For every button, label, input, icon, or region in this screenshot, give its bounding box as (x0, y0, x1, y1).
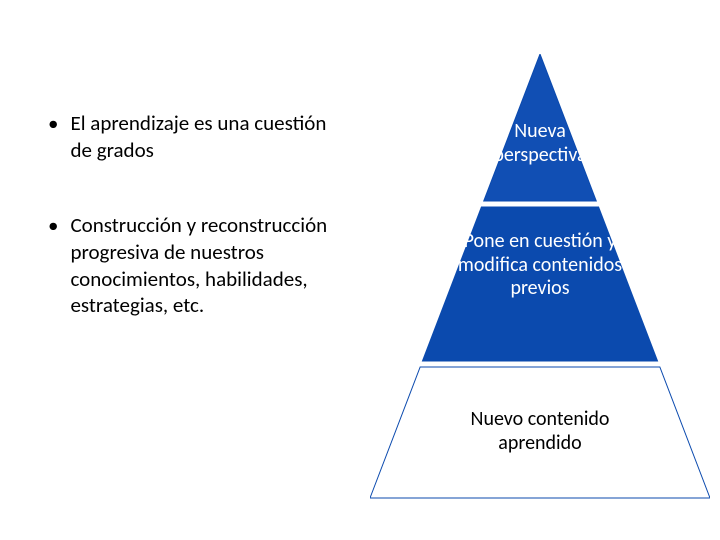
list-item: • Construcción y reconstrucción progresi… (40, 212, 350, 320)
bullet-icon: • (48, 212, 58, 239)
bullet-icon: • (48, 110, 58, 137)
pyramid-diagram: Nueva perspectiva Pone en cuestión y mod… (370, 54, 710, 514)
bullet-text: El aprendizaje es una cuestión de grados (70, 110, 350, 164)
pyramid-tier-bottom-label: Nuevo contenido aprendido (428, 408, 652, 455)
bullet-list: • El aprendizaje es una cuestión de grad… (40, 110, 350, 367)
pyramid-tier-top-label: Nueva perspectiva (480, 120, 600, 167)
list-item: • El aprendizaje es una cuestión de grad… (40, 110, 350, 164)
pyramid-tier-middle-label: Pone en cuestión y modifica contenidos p… (450, 230, 630, 301)
bullet-text: Construcción y reconstrucción progresiva… (70, 212, 350, 320)
